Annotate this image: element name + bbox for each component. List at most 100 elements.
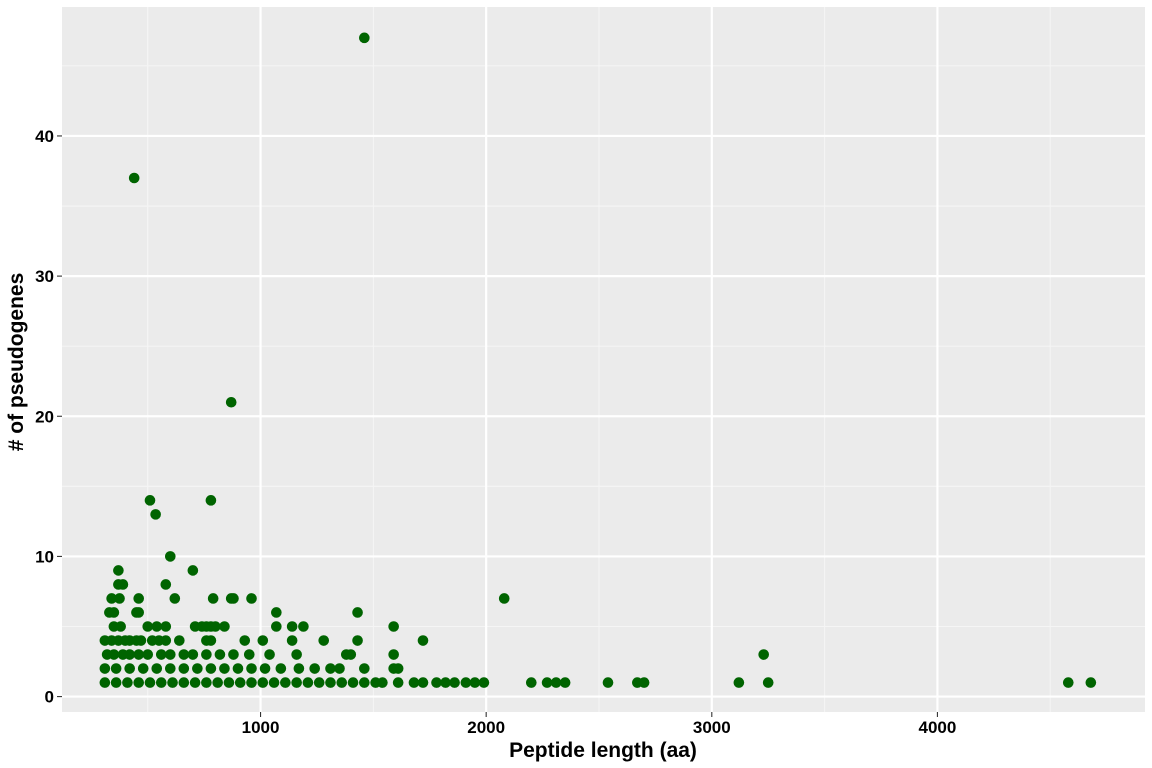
data-point [291,649,302,660]
data-point [99,663,111,674]
data-point [114,593,125,604]
plot-panel [62,7,1145,712]
data-point [205,663,217,674]
data-point [160,635,172,646]
data-point [243,649,255,660]
data-point [388,621,399,632]
x-tick-label: 1000 [242,718,280,737]
data-point [733,677,745,688]
data-point [257,677,269,688]
data-point [313,677,325,688]
data-point [142,621,154,632]
data-point [602,677,614,688]
data-point [144,677,156,688]
data-point [189,677,201,688]
data-point [228,593,239,604]
data-point [205,635,217,646]
data-point [207,593,219,604]
data-point [246,593,257,604]
data-point [352,607,363,618]
data-point [359,32,370,44]
data-point [336,677,348,688]
data-point [169,593,181,604]
data-point [219,663,230,674]
data-point [417,677,429,688]
data-point [550,677,562,688]
data-point [187,565,199,576]
data-point [347,677,359,688]
data-point [214,649,226,660]
data-point [359,677,370,688]
data-point [205,495,217,506]
data-point [228,649,239,660]
axis-ticks [57,135,938,717]
data-point [133,607,145,618]
data-point [106,593,117,604]
data-point [174,635,185,646]
y-tick-label: 20 [35,407,54,426]
x-axis-tick-labels: 1000 2000 3000 4000 [242,718,957,737]
data-point [219,621,230,632]
data-point [259,663,271,674]
data-point [108,649,120,660]
data-point [298,621,309,632]
data-point [392,677,404,688]
minor-gridlines [62,7,1145,712]
data-point [268,677,280,688]
data-point [302,677,314,688]
data-point [271,621,282,632]
data-point [498,593,510,604]
data-point [160,579,172,590]
data-point [246,663,257,674]
data-point [133,677,145,688]
data-point [762,677,774,688]
data-point [309,663,321,674]
data-point [275,663,287,674]
data-point [359,663,370,674]
data-point [122,677,133,688]
major-gridlines [62,7,1145,712]
data-point [212,677,223,688]
data-point [178,663,190,674]
data-point [1062,677,1074,688]
data-point [417,635,429,646]
data-point [638,677,650,688]
data-point [469,677,481,688]
data-point [108,607,120,618]
data-point [137,663,149,674]
y-tick-label: 0 [45,688,54,707]
data-point [318,635,330,646]
data-point [264,649,275,660]
data-point [151,663,163,674]
data-point [325,663,336,674]
data-point [758,649,769,660]
x-tick-label: 2000 [467,718,505,737]
data-point [541,677,553,688]
y-tick-label: 10 [35,547,54,566]
data-point [271,607,282,618]
data-point [334,663,345,674]
data-point [178,649,190,660]
data-point [110,677,122,688]
data-point [155,677,167,688]
data-point [128,172,140,184]
data-point [210,621,221,632]
data-point [352,635,363,646]
data-point [223,677,235,688]
data-point [201,677,212,688]
data-point [142,649,154,660]
x-tick-label: 3000 [693,718,731,737]
data-point [1085,677,1097,688]
data-point [187,649,199,660]
data-point [239,635,251,646]
data-point [192,663,203,674]
data-point [167,677,178,688]
data-point [388,649,399,660]
y-tick-label: 30 [35,267,54,286]
data-point [449,677,460,688]
data-point [280,677,291,688]
data-point [325,677,336,688]
data-point [291,677,302,688]
data-point [201,649,212,660]
